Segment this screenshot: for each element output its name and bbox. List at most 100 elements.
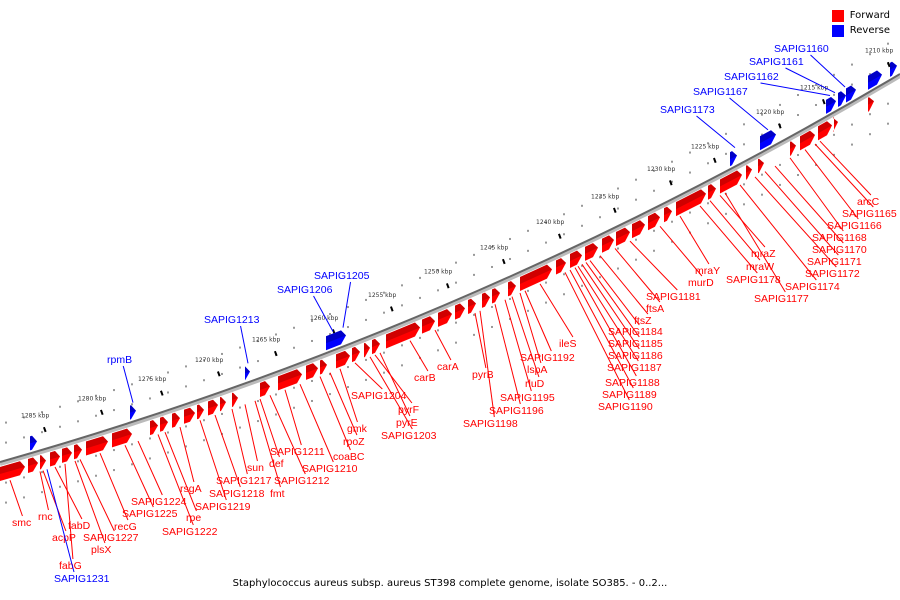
grid-dot xyxy=(167,371,169,374)
tick-label: 1210 kbp xyxy=(865,48,893,55)
gene-label-SAPIG1187: SAPIG1187 xyxy=(607,362,662,374)
gene-label-SAPIG1205: SAPIG1205 xyxy=(314,270,370,282)
gene-label-pyrB: pyrB xyxy=(472,369,494,381)
leader-line xyxy=(599,255,649,315)
grid-dot xyxy=(797,114,799,117)
grid-dot xyxy=(239,426,241,429)
gene-shade xyxy=(160,416,168,425)
gene-label-SAPIG1161: SAPIG1161 xyxy=(749,56,804,68)
leader-line xyxy=(354,362,383,390)
leader-line xyxy=(709,200,761,261)
grid-dot xyxy=(311,339,313,342)
gene-shade xyxy=(868,97,874,105)
grid-dot xyxy=(95,454,97,457)
grid-dot xyxy=(635,198,637,201)
grid-dot xyxy=(383,311,385,314)
gene-shade xyxy=(833,117,838,125)
grid-dot xyxy=(743,123,745,126)
grid-dot xyxy=(23,436,25,439)
gene-shade xyxy=(326,330,346,344)
gene-shade xyxy=(62,447,72,456)
grid-dot xyxy=(581,264,583,267)
grid-dot xyxy=(743,203,745,206)
leader-line xyxy=(39,471,49,511)
grid-dot xyxy=(383,371,385,374)
tick-mark xyxy=(502,258,506,265)
tick-label: 1215 kbp xyxy=(800,85,828,92)
tick-mark xyxy=(43,426,47,433)
gene-shade xyxy=(720,170,742,187)
grid-dot xyxy=(5,441,7,444)
gene-shade xyxy=(708,184,716,193)
gene-label-acpP: acpP xyxy=(52,532,76,544)
grid-dot xyxy=(23,476,25,479)
grid-dot xyxy=(131,383,133,386)
tick-mark xyxy=(778,123,782,129)
grid-dot xyxy=(383,351,385,354)
gene-shade xyxy=(492,288,500,297)
tick-mark xyxy=(446,283,450,289)
gene-label-rsgA: rsgA xyxy=(180,483,202,495)
tick-mark xyxy=(160,390,164,396)
grid-dot xyxy=(509,237,511,240)
tick-mark xyxy=(390,306,394,312)
grid-dot xyxy=(509,317,511,320)
gene-label-rpe: rpe xyxy=(186,512,201,524)
grid-dot xyxy=(617,247,619,250)
tick-mark xyxy=(668,180,673,186)
grid-dot xyxy=(617,187,619,190)
gene-label-SAPIG1185: SAPIG1185 xyxy=(608,338,663,350)
leader-line xyxy=(524,290,552,352)
grid-dot xyxy=(149,437,151,440)
gene-label-SAPIG1227: SAPIG1227 xyxy=(83,532,139,544)
grid-dot xyxy=(329,333,331,336)
gene-shade xyxy=(520,264,552,285)
grid-dot xyxy=(149,397,151,400)
gene-shade xyxy=(150,420,158,429)
grid-dot xyxy=(671,220,673,223)
leader-line xyxy=(409,340,429,372)
grid-dot xyxy=(671,160,673,163)
leader-line xyxy=(696,115,736,148)
grid-dot xyxy=(545,241,547,244)
gene-label-SAPIG1206: SAPIG1206 xyxy=(277,284,333,296)
grid-dot xyxy=(77,460,79,463)
grid-dot xyxy=(131,403,133,406)
leader-line xyxy=(479,310,495,418)
leader-line xyxy=(74,460,106,544)
legend-forward: Forward xyxy=(831,8,890,23)
grid-dot xyxy=(869,133,871,136)
grid-dot xyxy=(59,465,61,468)
grid-dot xyxy=(833,73,835,76)
tick-label: 1235 kbp xyxy=(591,193,619,200)
leader-line xyxy=(329,372,358,436)
grid-dot xyxy=(23,496,25,499)
leader-line xyxy=(574,267,637,377)
grid-dot xyxy=(347,326,349,329)
gene-shade xyxy=(278,369,302,384)
grid-dot xyxy=(437,269,439,272)
grid-dot xyxy=(77,420,79,423)
grid-dot xyxy=(59,425,61,428)
grid-dot xyxy=(113,469,115,472)
grid-dot xyxy=(41,471,43,474)
gene-label-pyrE: pyrE xyxy=(396,417,418,429)
grid-dot xyxy=(707,162,709,165)
gene-label-SAPIG1196: SAPIG1196 xyxy=(489,405,544,417)
grid-dot xyxy=(707,202,709,205)
grid-dot xyxy=(167,431,169,434)
tick-mark xyxy=(822,98,826,105)
grid-dot xyxy=(401,284,403,287)
gene-label-plsX: plsX xyxy=(91,544,111,556)
gene-label-SAPIG1222: SAPIG1222 xyxy=(162,526,218,538)
grid-dot xyxy=(167,451,169,454)
grid-dot xyxy=(149,377,151,380)
gene-shade xyxy=(570,250,582,261)
grid-dot xyxy=(779,163,781,166)
grid-dot xyxy=(689,151,691,154)
grid-dot xyxy=(797,154,799,157)
grid-dot xyxy=(257,400,259,403)
grid-dot xyxy=(257,360,259,363)
grid-dot xyxy=(185,365,187,368)
gene-label-SAPIG1184: SAPIG1184 xyxy=(608,326,663,338)
